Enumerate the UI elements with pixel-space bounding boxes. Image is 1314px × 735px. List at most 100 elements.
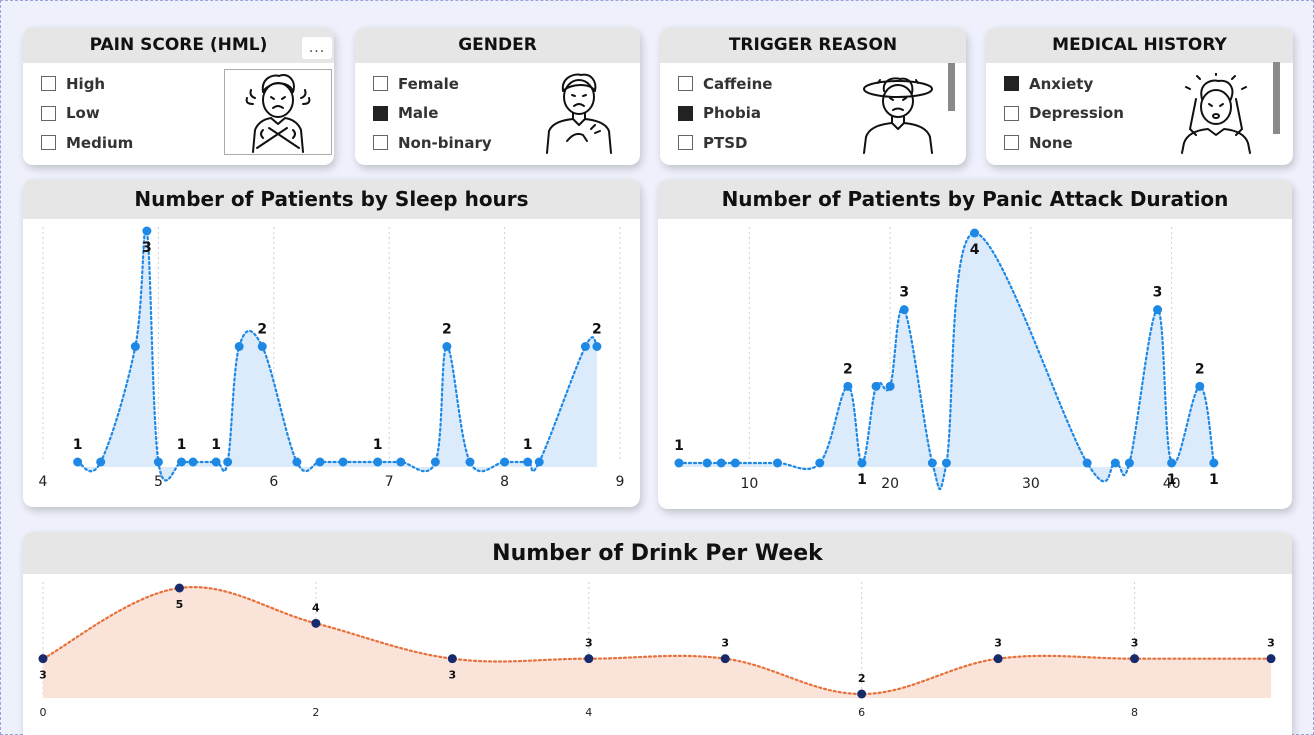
data-point[interactable] [373,457,383,467]
checkbox-male[interactable] [373,105,388,121]
scrollbar-thumb[interactable] [948,63,955,111]
data-point[interactable] [674,458,684,468]
data-point[interactable] [153,457,163,467]
data-point[interactable] [580,342,590,351]
data-point[interactable] [174,583,184,593]
data-point[interactable] [396,457,406,467]
data-point[interactable] [73,457,83,467]
data-point[interactable] [716,458,726,468]
x-tick-label: 4 [585,706,592,719]
data-point[interactable] [534,457,544,467]
data-point[interactable] [447,654,457,664]
data-point[interactable] [211,457,221,467]
checkbox-low[interactable] [41,105,56,121]
data-point[interactable] [702,458,712,468]
data-point[interactable] [430,457,440,467]
data-point[interactable] [130,342,140,351]
data-label: 4 [312,601,320,614]
data-point[interactable] [96,457,106,467]
data-point[interactable] [1167,458,1177,468]
checkbox-medium[interactable] [41,135,56,151]
checkbox-depression[interactable] [1004,105,1019,121]
data-label: 2 [592,322,602,338]
data-point[interactable] [1153,305,1163,315]
option-female[interactable]: Female [373,69,492,99]
option-ptsd[interactable]: PTSD [678,128,772,158]
data-label: 1 [674,438,684,454]
option-low[interactable]: Low [41,99,133,129]
data-point[interactable] [970,228,980,238]
option-phobia[interactable]: Phobia [678,99,772,129]
more-options-button[interactable]: ... [302,37,332,59]
data-point[interactable] [523,457,533,467]
drink-per-week-chart: Number of Drink Per Week 0 2 4 6 8 3 5 4 3 3 3 2 3 3 3 [23,532,1292,735]
data-point[interactable] [1110,458,1120,468]
checkbox-phobia[interactable] [678,105,693,121]
option-none[interactable]: None [1004,128,1124,158]
data-point[interactable] [442,342,452,351]
data-point[interactable] [730,458,740,468]
data-point[interactable] [773,458,783,468]
scrollbar-thumb[interactable] [1273,62,1280,134]
option-medium[interactable]: Medium [41,128,133,158]
data-point[interactable] [188,457,198,467]
x-tick-label: 0 [40,706,47,719]
checkbox-high[interactable] [41,76,56,92]
data-point[interactable] [1130,654,1140,664]
checkbox-non-binary[interactable] [373,135,388,151]
data-label: 2 [858,672,866,685]
data-point[interactable] [338,457,348,467]
data-point[interactable] [993,654,1003,664]
trigger-reason-title: TRIGGER REASON [660,27,966,63]
data-label: 1 [1167,472,1177,488]
data-point[interactable] [223,457,233,467]
data-point[interactable] [234,342,244,351]
data-point[interactable] [311,618,321,628]
data-point[interactable] [720,654,730,664]
data-point[interactable] [1195,381,1205,391]
data-point[interactable] [857,689,867,699]
checkbox-caffeine[interactable] [678,76,693,92]
data-point[interactable] [257,342,267,351]
data-label: 1 [523,437,533,453]
data-point[interactable] [584,654,594,664]
data-point[interactable] [1266,654,1276,664]
x-tick-label: 8 [500,474,509,490]
data-point[interactable] [292,457,302,467]
data-label: 3 [899,285,909,301]
data-point[interactable] [1082,458,1092,468]
data-point[interactable] [843,381,853,391]
x-tick-label: 2 [312,706,319,719]
checkbox-none[interactable] [1004,135,1019,151]
data-point[interactable] [592,342,602,351]
option-non-binary[interactable]: Non-binary [373,128,492,158]
data-point[interactable] [315,457,325,467]
data-point[interactable] [885,381,895,391]
data-point[interactable] [1124,458,1134,468]
data-label: 1 [1209,472,1219,488]
checkbox-female[interactable] [373,76,388,92]
data-point[interactable] [465,457,475,467]
option-caffeine[interactable]: Caffeine [678,69,772,99]
data-point[interactable] [500,457,510,467]
data-point[interactable] [142,226,152,236]
data-point[interactable] [38,654,48,664]
data-label: 2 [1195,361,1205,377]
checkbox-ptsd[interactable] [678,135,693,151]
x-tick-label: 6 [269,474,278,490]
data-point[interactable] [1209,458,1219,468]
checkbox-anxiety[interactable] [1004,76,1019,92]
option-depression[interactable]: Depression [1004,99,1124,129]
data-point[interactable] [871,381,881,391]
option-label: Caffeine [703,74,773,93]
data-point[interactable] [899,305,909,315]
option-anxiety[interactable]: Anxiety [1004,69,1124,99]
data-point[interactable] [927,458,937,468]
option-male[interactable]: Male [373,99,492,129]
data-point[interactable] [857,458,867,468]
option-label: High [66,74,106,93]
data-point[interactable] [176,457,186,467]
option-high[interactable]: High [41,69,133,99]
data-point[interactable] [815,458,825,468]
data-point[interactable] [941,458,951,468]
